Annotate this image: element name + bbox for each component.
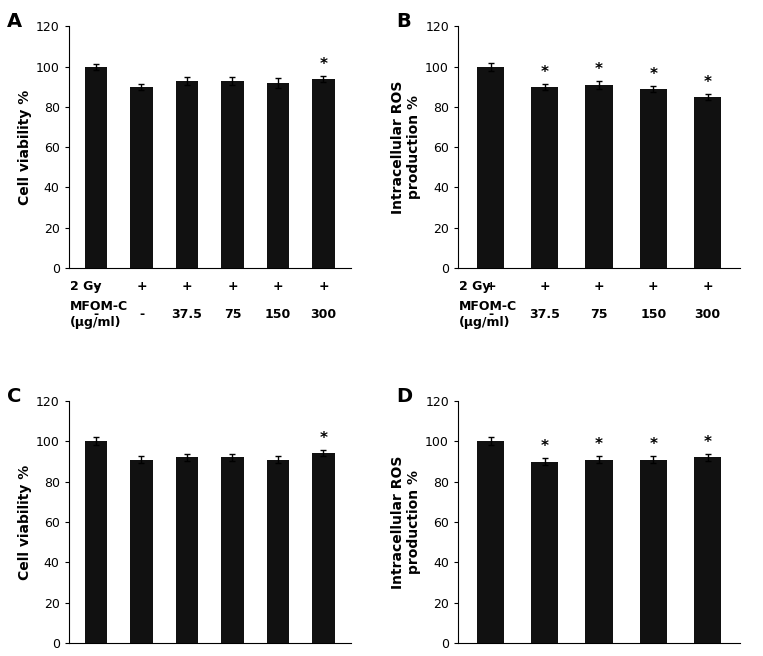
Text: +: +	[318, 279, 329, 293]
Bar	[85, 441, 108, 643]
Text: D: D	[396, 386, 412, 405]
Text: +: +	[648, 279, 658, 293]
Text: A: A	[7, 12, 21, 31]
Bar	[312, 453, 335, 643]
Text: -: -	[93, 655, 98, 656]
Text: +: +	[485, 655, 496, 656]
Text: +: +	[272, 279, 283, 293]
Bar	[531, 87, 559, 268]
Text: +: +	[136, 655, 146, 656]
Text: +: +	[136, 279, 146, 293]
Bar	[221, 457, 244, 643]
Text: +: +	[594, 655, 604, 656]
Text: +: +	[227, 655, 238, 656]
Text: (μg/ml): (μg/ml)	[459, 316, 510, 329]
Text: 150: 150	[265, 308, 291, 321]
Text: 2 Gy: 2 Gy	[459, 655, 491, 656]
Bar	[694, 97, 721, 268]
Text: +: +	[272, 655, 283, 656]
Bar	[639, 459, 667, 643]
Text: +: +	[539, 279, 550, 293]
Bar	[585, 459, 613, 643]
Y-axis label: Intracellular ROS
production %: Intracellular ROS production %	[391, 455, 421, 588]
Y-axis label: Cell viability %: Cell viability %	[18, 464, 31, 580]
Y-axis label: Intracellular ROS
production %: Intracellular ROS production %	[391, 81, 421, 214]
Text: +: +	[485, 279, 496, 293]
Text: +: +	[318, 655, 329, 656]
Text: +: +	[702, 655, 713, 656]
Text: +: +	[227, 279, 238, 293]
Bar	[85, 66, 108, 268]
Bar	[175, 457, 198, 643]
Bar	[175, 81, 198, 268]
Text: 300: 300	[694, 308, 720, 321]
Bar	[221, 81, 244, 268]
Text: *: *	[703, 436, 712, 451]
Bar	[531, 462, 559, 643]
Text: +: +	[182, 279, 192, 293]
Bar	[130, 459, 153, 643]
Bar	[130, 87, 153, 268]
Text: (μg/ml): (μg/ml)	[69, 316, 121, 329]
Text: +: +	[594, 279, 604, 293]
Bar	[639, 89, 667, 268]
Bar	[312, 79, 335, 268]
Text: +: +	[539, 655, 550, 656]
Bar	[477, 66, 504, 268]
Text: MFOM-C: MFOM-C	[459, 300, 517, 313]
Text: *: *	[320, 432, 327, 446]
Bar	[266, 83, 289, 268]
Bar	[694, 457, 721, 643]
Text: +: +	[648, 655, 658, 656]
Text: 37.5: 37.5	[530, 308, 560, 321]
Text: *: *	[320, 56, 327, 72]
Text: 2 Gy: 2 Gy	[69, 655, 101, 656]
Text: *: *	[703, 75, 712, 90]
Text: *: *	[595, 62, 603, 77]
Bar	[477, 441, 504, 643]
Text: 300: 300	[311, 308, 336, 321]
Text: *: *	[649, 67, 657, 81]
Text: -: -	[93, 279, 98, 293]
Text: -: -	[139, 308, 144, 321]
Text: *: *	[541, 440, 549, 455]
Text: +: +	[702, 279, 713, 293]
Text: -: -	[93, 308, 98, 321]
Text: 150: 150	[640, 308, 666, 321]
Text: *: *	[595, 438, 603, 453]
Text: B: B	[396, 12, 410, 31]
Text: 2 Gy: 2 Gy	[69, 279, 101, 293]
Text: -: -	[488, 308, 493, 321]
Bar	[585, 85, 613, 268]
Text: *: *	[541, 65, 549, 79]
Y-axis label: Cell viability %: Cell viability %	[18, 89, 31, 205]
Text: +: +	[182, 655, 192, 656]
Text: *: *	[649, 438, 657, 453]
Text: 75: 75	[224, 308, 241, 321]
Text: MFOM-C: MFOM-C	[69, 300, 127, 313]
Text: 2 Gy: 2 Gy	[459, 279, 491, 293]
Text: C: C	[7, 386, 21, 405]
Bar	[266, 459, 289, 643]
Text: 75: 75	[591, 308, 608, 321]
Text: 37.5: 37.5	[172, 308, 202, 321]
